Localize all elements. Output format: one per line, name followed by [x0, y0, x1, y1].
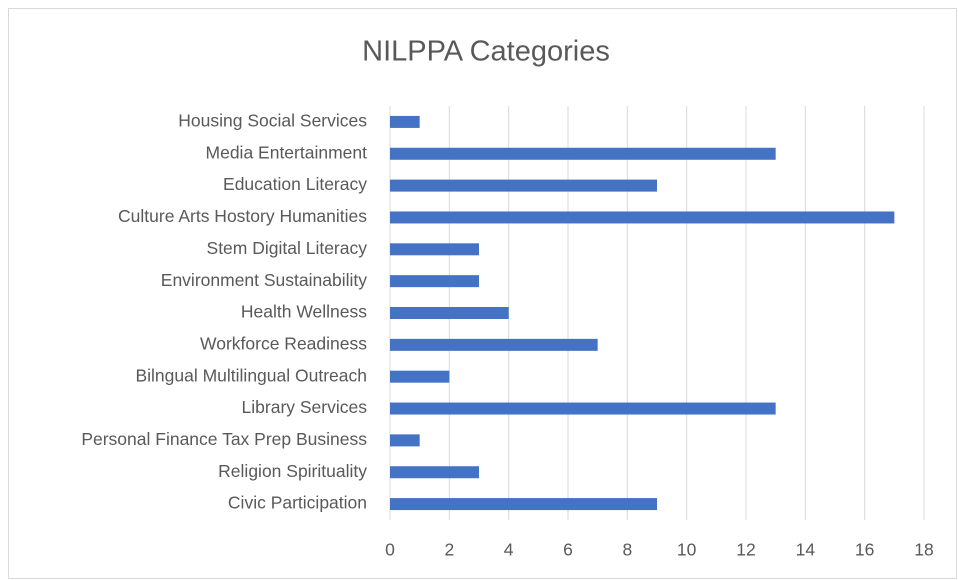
bar [390, 243, 479, 256]
chart-border [8, 8, 957, 579]
y-tick-label: Culture Arts Hostory Humanities [118, 206, 367, 226]
y-tick-label: Religion Spirituality [218, 461, 367, 481]
y-tick-label: Bilngual Multilingual Outreach [135, 365, 367, 385]
chart-title: NILPPA Categories [362, 36, 610, 68]
bar [390, 115, 420, 128]
x-tick-label: 0 [385, 540, 395, 560]
y-tick-label: Environment Sustainability [161, 270, 367, 290]
x-tick-label: 18 [914, 540, 933, 560]
x-tick-label: 2 [444, 540, 454, 560]
bar [390, 211, 895, 224]
y-tick-label: Health Wellness [241, 302, 367, 322]
bar [390, 466, 479, 479]
y-tick-label: Workforce Readiness [200, 333, 367, 353]
y-tick-label: Civic Participation [228, 493, 367, 513]
bar [390, 179, 657, 192]
x-tick-label: 10 [677, 540, 697, 560]
bar [390, 147, 776, 160]
x-tick-label: 8 [622, 540, 632, 560]
y-tick-label: Personal Finance Tax Prep Business [81, 429, 367, 449]
x-tick-label: 4 [504, 540, 514, 560]
x-tick-label: 6 [563, 540, 573, 560]
bar [390, 307, 509, 319]
bar [390, 275, 479, 288]
y-tick-label: Media Entertainment [206, 142, 368, 162]
bar [390, 498, 657, 511]
y-tick-label: Housing Social Services [178, 111, 367, 131]
bar [390, 434, 420, 447]
y-tick-label: Library Services [242, 397, 368, 417]
x-tick-label: 14 [796, 540, 816, 560]
x-tick-label: 16 [855, 540, 874, 560]
bar [390, 402, 776, 415]
y-tick-label: Stem Digital Literacy [207, 238, 368, 258]
x-tick-label: 12 [736, 540, 755, 560]
bar [390, 370, 450, 383]
y-tick-label: Education Literacy [223, 174, 367, 194]
bar [390, 338, 598, 351]
